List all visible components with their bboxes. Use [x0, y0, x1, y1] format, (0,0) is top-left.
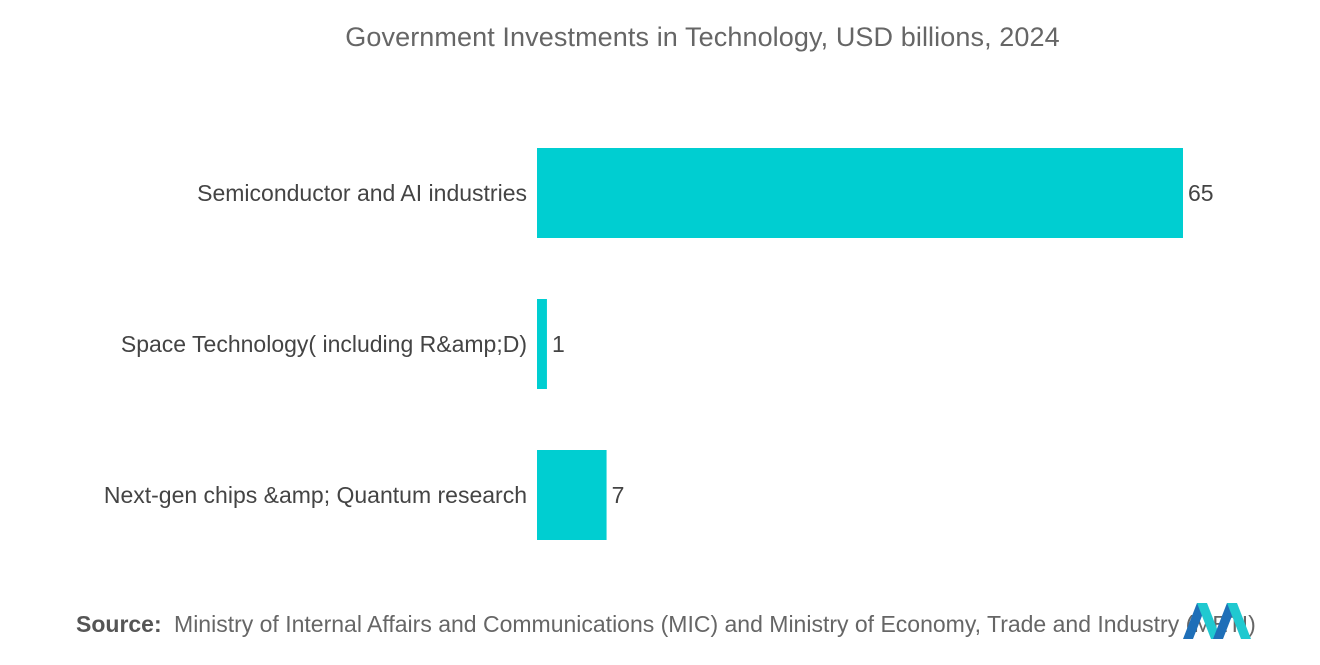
bar-1: [537, 299, 547, 389]
source-label: Source:: [76, 611, 162, 637]
value-label-1: 1: [552, 331, 565, 357]
bar-0: [537, 148, 1183, 238]
bar-2: [537, 450, 607, 540]
bar-chart: Semiconductor and AI industries 65 Space T…: [104, 148, 1214, 540]
value-label-2: 7: [612, 482, 625, 508]
source-line: Source: Ministry of Internal Affairs and…: [76, 611, 1320, 638]
value-label-0: 65: [1188, 180, 1214, 206]
category-label-1: Space Technology( including R&amp;D): [121, 331, 527, 357]
category-label-2: Next-gen chips &amp; Quantum research: [104, 482, 527, 508]
bars-group: Semiconductor and AI industries 65 Space T…: [104, 148, 1214, 540]
source-text: Ministry of Internal Affairs and Communi…: [174, 611, 1256, 637]
category-label-0: Semiconductor and AI industries: [197, 180, 527, 206]
mordor-intelligence-logo-icon: [1183, 603, 1251, 639]
chart-title: Government Investments in Technology, US…: [345, 22, 1060, 52]
